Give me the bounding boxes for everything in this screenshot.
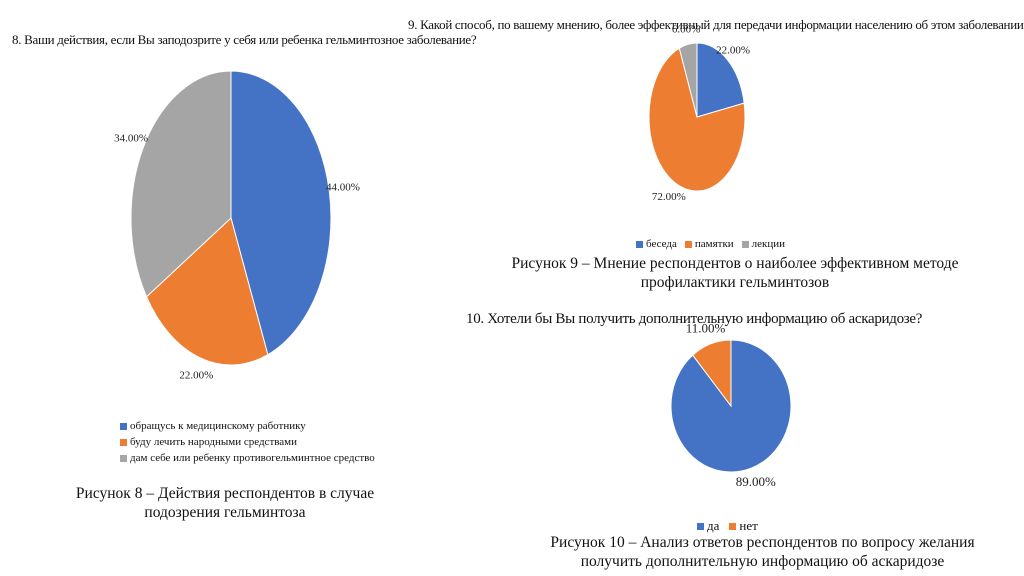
chart8-caption: Рисунок 8 – Действия респондентов в случ… bbox=[75, 485, 375, 521]
legend-item: буду лечить народными средствами bbox=[120, 434, 375, 450]
legend-item: да bbox=[697, 518, 719, 534]
legend-item: беседа bbox=[636, 236, 677, 252]
chart8-title: 8. Ваши действия, если Вы заподозрите у … bbox=[12, 32, 477, 47]
legend-label: памятки bbox=[694, 238, 734, 250]
legend-swatch bbox=[741, 240, 749, 248]
legend-label: беседа bbox=[646, 238, 677, 250]
data-label: 6.00% bbox=[672, 23, 700, 35]
legend-label: да bbox=[707, 518, 720, 533]
pie-slice bbox=[230, 70, 332, 356]
legend-swatch bbox=[636, 240, 643, 248]
pie-slice bbox=[130, 70, 232, 298]
legend-item: лекции bbox=[741, 236, 786, 252]
legend-swatch bbox=[684, 240, 692, 248]
pie-slice bbox=[678, 42, 698, 118]
chart8-pie: 44.00% 22.00% 34.00% bbox=[114, 70, 360, 382]
legend-item: нет bbox=[729, 518, 758, 534]
legend-label: дам себе или ребенку противогельминтное … bbox=[130, 452, 375, 464]
legend-item: памятки bbox=[684, 236, 734, 252]
legend-swatch bbox=[120, 438, 127, 446]
data-label: 22.00% bbox=[716, 45, 750, 57]
data-label: 22.00% bbox=[179, 370, 213, 382]
chart9-caption: Рисунок 9 – Мнение респондентов о наибол… bbox=[511, 255, 959, 291]
data-label: 44.00% bbox=[326, 182, 360, 194]
pie-slice bbox=[696, 42, 745, 118]
chart9-pie: 22.00% 72.00% 6.00% bbox=[648, 23, 750, 203]
legend-label: обращусь к медицинскому работнику bbox=[130, 420, 306, 432]
legend-label: буду лечить народными средствами bbox=[130, 436, 298, 448]
legend-swatch bbox=[120, 454, 127, 462]
chart10-pie: 89.00% 11.00% bbox=[670, 320, 792, 489]
chart10-caption: Рисунок 10 – Анализ ответов респондентов… bbox=[550, 534, 975, 570]
data-label: 72.00% bbox=[652, 191, 686, 203]
legend-label: нет bbox=[739, 518, 758, 533]
data-label: 11.00% bbox=[686, 320, 726, 335]
chart10-title: 10. Хотели бы Вы получить дополнительную… bbox=[466, 311, 923, 327]
pie-slice bbox=[145, 217, 269, 366]
legend-label: лекции bbox=[751, 238, 786, 250]
chart8-legend: обращусь к медицинскому работнику буду л… bbox=[120, 418, 375, 466]
chart10-legend: да нет bbox=[697, 518, 758, 534]
data-label: 89.00% bbox=[736, 474, 776, 489]
data-label: 34.00% bbox=[114, 132, 148, 144]
pie-slice bbox=[692, 339, 732, 408]
chart9-title: 9. Какой способ, по вашему мнению, более… bbox=[408, 17, 1024, 32]
legend-swatch bbox=[120, 422, 127, 430]
pie-slice bbox=[648, 47, 746, 192]
legend-swatch bbox=[729, 522, 737, 530]
chart9-legend: беседа памятки лекции bbox=[636, 236, 785, 252]
legend-item: дам себе или ребенку противогельминтное … bbox=[120, 450, 375, 466]
legend-swatch bbox=[697, 522, 704, 530]
legend-item: обращусь к медицинскому работнику bbox=[120, 418, 375, 434]
